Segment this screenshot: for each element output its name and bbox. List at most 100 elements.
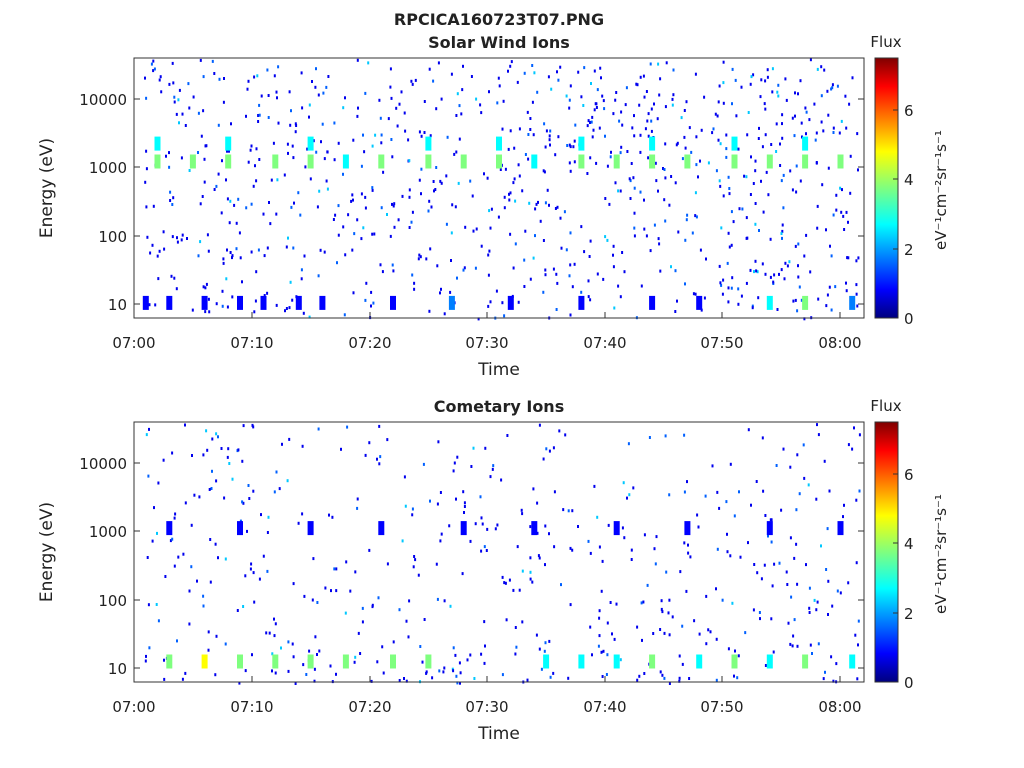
count-pixel — [700, 308, 703, 312]
count-pixel — [542, 239, 545, 242]
count-pixel — [589, 239, 592, 243]
count-pixel — [456, 276, 458, 280]
count-pixel — [605, 673, 608, 676]
count-pixel — [256, 74, 259, 78]
count-pixel — [276, 96, 278, 100]
count-pixel — [604, 235, 607, 239]
count-pixel — [283, 173, 286, 177]
count-pixel — [207, 648, 210, 652]
count-pixel — [662, 167, 664, 170]
count-pixel — [760, 179, 762, 183]
y-tick-label: 100 — [98, 592, 127, 610]
count-pixel — [855, 259, 858, 263]
count-pixel — [659, 269, 662, 273]
count-pixel — [266, 569, 269, 573]
count-pixel — [173, 516, 176, 520]
count-pixel — [393, 225, 396, 229]
count-pixel — [217, 556, 219, 560]
heatmap-cell — [802, 154, 809, 169]
heatmap-cell — [272, 154, 279, 169]
count-pixel — [834, 285, 837, 289]
colorbar-tick-label: 2 — [904, 241, 914, 259]
count-pixel — [629, 179, 632, 183]
count-pixel — [536, 501, 539, 505]
heatmap-cell — [460, 154, 467, 169]
count-pixel — [241, 280, 243, 284]
count-pixel — [488, 209, 491, 213]
count-pixel — [731, 67, 734, 71]
count-pixel — [529, 525, 532, 529]
count-pixel — [609, 601, 612, 604]
count-pixel — [300, 277, 303, 281]
count-pixel — [580, 290, 583, 294]
count-pixel — [356, 218, 359, 222]
count-pixel — [685, 589, 688, 593]
count-pixel — [621, 526, 624, 530]
count-pixel — [207, 249, 210, 253]
count-pixel — [411, 210, 414, 214]
count-pixel — [633, 234, 636, 238]
heatmap-cell — [319, 295, 326, 310]
count-pixel — [420, 167, 423, 171]
count-pixel — [242, 424, 245, 428]
count-pixel — [323, 157, 326, 161]
count-pixel — [775, 464, 778, 467]
count-pixel — [171, 203, 174, 206]
count-pixel — [337, 233, 340, 237]
count-pixel — [371, 603, 374, 607]
count-pixel — [364, 91, 367, 95]
count-pixel — [230, 122, 232, 126]
count-pixel — [176, 236, 178, 240]
count-pixel — [758, 229, 760, 232]
count-pixel — [793, 134, 796, 138]
count-pixel — [564, 433, 567, 437]
count-pixel — [689, 555, 692, 559]
count-pixel — [354, 655, 357, 659]
count-pixel — [479, 103, 482, 107]
count-pixel — [215, 634, 218, 638]
count-pixel — [549, 129, 552, 133]
count-pixel — [732, 220, 735, 224]
count-pixel — [453, 152, 456, 156]
count-pixel — [518, 127, 521, 131]
count-pixel — [439, 291, 441, 295]
count-pixel — [653, 223, 656, 227]
count-pixel — [390, 138, 393, 141]
count-pixel — [252, 489, 255, 493]
count-pixel — [220, 211, 223, 215]
count-pixel — [191, 454, 193, 457]
count-pixel — [297, 191, 300, 195]
count-pixel — [462, 268, 465, 272]
count-pixel — [725, 500, 728, 504]
count-pixel — [153, 67, 156, 71]
count-pixel — [622, 481, 625, 485]
count-pixel — [381, 270, 384, 274]
count-pixel — [423, 131, 426, 134]
count-pixel — [832, 131, 835, 134]
count-pixel — [523, 258, 526, 262]
count-pixel — [791, 116, 794, 120]
count-pixel — [356, 506, 359, 510]
count-pixel — [483, 172, 485, 176]
count-pixel — [609, 155, 612, 159]
count-pixel — [503, 206, 506, 210]
x-tick-label: 07:20 — [348, 334, 391, 352]
count-pixel — [674, 310, 677, 313]
count-pixel — [202, 75, 205, 79]
count-pixel — [580, 95, 583, 99]
count-pixel — [229, 251, 232, 254]
count-pixel — [652, 632, 655, 635]
count-pixel — [784, 261, 787, 265]
count-pixel — [628, 493, 631, 497]
count-pixel — [512, 266, 515, 270]
count-pixel — [502, 99, 505, 103]
count-pixel — [695, 163, 698, 167]
count-pixel — [215, 479, 218, 483]
count-pixel — [694, 214, 697, 218]
count-pixel — [544, 268, 547, 272]
count-pixel — [173, 100, 176, 104]
count-pixel — [816, 423, 818, 427]
count-pixel — [215, 184, 218, 188]
count-pixel — [252, 425, 255, 429]
count-pixel — [496, 523, 499, 527]
